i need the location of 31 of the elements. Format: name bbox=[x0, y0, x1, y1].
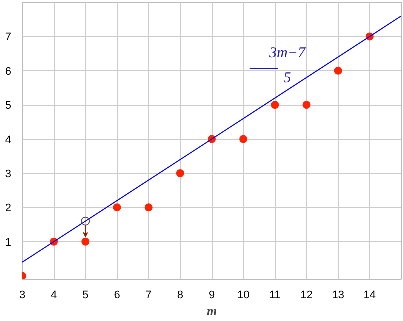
x-tick-label: 3 bbox=[19, 290, 26, 302]
point bbox=[82, 238, 90, 246]
point bbox=[334, 66, 342, 75]
point bbox=[271, 101, 280, 110]
y-tick-label: 2 bbox=[5, 202, 12, 215]
point bbox=[240, 135, 248, 144]
x-tick-label: 11 bbox=[269, 290, 281, 302]
annotation: 3m−7 bbox=[268, 46, 307, 62]
x-tick-label: 12 bbox=[300, 290, 313, 302]
x-tick-label: 7 bbox=[146, 290, 152, 302]
x-tick-label: 4 bbox=[51, 290, 58, 302]
point bbox=[176, 169, 184, 178]
y-tick-label: 7 bbox=[5, 32, 12, 44]
point bbox=[81, 216, 90, 226]
x-tick-label: 6 bbox=[114, 290, 120, 302]
y-tick-label: 3 bbox=[5, 168, 12, 180]
point bbox=[113, 204, 122, 212]
x-tick-label: 10 bbox=[237, 290, 250, 302]
point bbox=[302, 101, 311, 110]
y-tick-label: 1 bbox=[5, 236, 12, 249]
x-tick-label: 14 bbox=[364, 290, 376, 302]
x-tick-label: 13 bbox=[332, 290, 344, 302]
y-tick-label: 4 bbox=[5, 134, 12, 146]
x-tick-label: 8 bbox=[177, 290, 184, 302]
annotation: 5 bbox=[284, 70, 292, 86]
x-tick-label: 9 bbox=[208, 290, 216, 302]
x-tick-label: 5 bbox=[82, 290, 89, 302]
y-tick-label: 5 bbox=[5, 100, 12, 112]
y-tick-label: 6 bbox=[5, 66, 12, 78]
x-axis-title: m bbox=[206, 304, 218, 318]
point bbox=[144, 204, 153, 212]
